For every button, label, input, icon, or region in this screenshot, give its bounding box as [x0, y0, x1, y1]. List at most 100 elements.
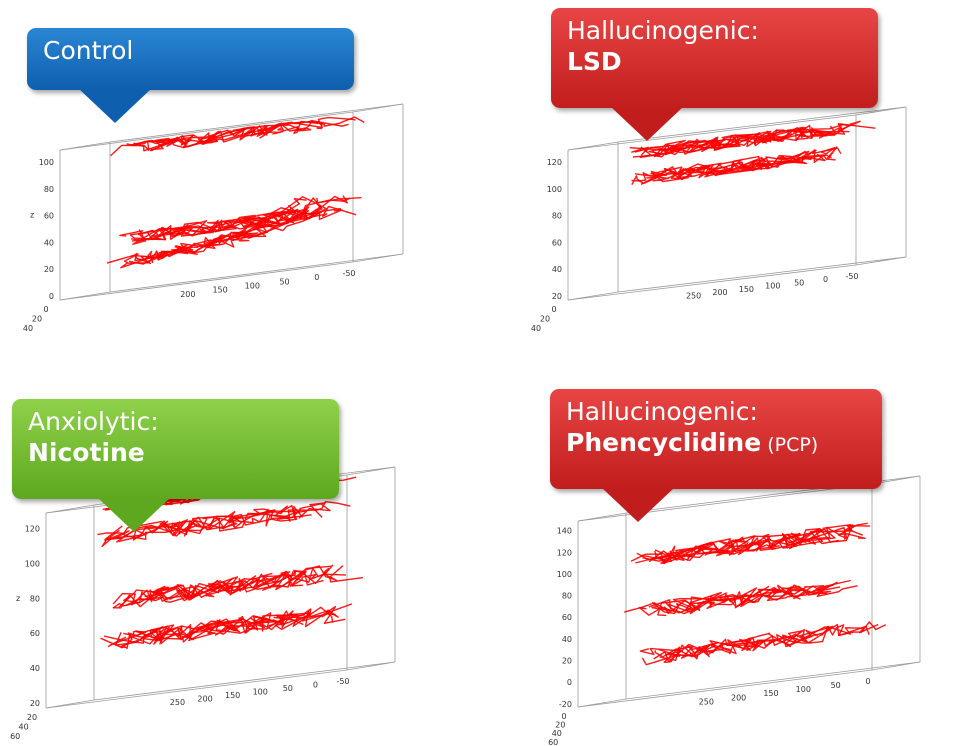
x-tick-label: 0 [313, 680, 318, 689]
x-tick-label: 0 [823, 275, 828, 284]
box-edge [59, 141, 111, 151]
box-edge [352, 103, 404, 113]
callout-drug: Phencyclidine (PCP) [566, 427, 866, 461]
z-tick-label: 120 [557, 548, 572, 557]
x-tick-label: -50 [336, 677, 349, 686]
callout-drug: Nicotine [28, 438, 145, 467]
trajectory-path [123, 565, 332, 604]
z-tick-label: 60 [44, 212, 54, 221]
box-edge [346, 466, 396, 476]
x-tick-label: -50 [845, 272, 858, 281]
box-edge [45, 669, 348, 709]
trajectory-path [654, 528, 840, 562]
x-tick-label: 100 [765, 282, 780, 291]
x-tick-label: 200 [180, 290, 195, 299]
panel-control: 0 20 40 60 80 100 z 200 150 100 50 0 -50 0 20 40 Contro… [0, 0, 478, 373]
trajectory-path [646, 150, 813, 179]
trajectory-path [123, 610, 312, 645]
callout-pointer [79, 89, 151, 123]
x-tick-label: 200 [197, 694, 212, 703]
x-tick-label: 250 [699, 697, 714, 706]
z-tick-label: 20 [30, 699, 40, 708]
z-tick-label: 0 [567, 678, 572, 687]
callout-drug-name: Phencyclidine [566, 428, 762, 457]
y-tick-label: 20 [540, 314, 550, 323]
trajectory-path [638, 584, 834, 616]
z-tick-label: 80 [44, 185, 54, 194]
box-edge [93, 661, 396, 701]
axis-box [59, 103, 404, 301]
x-tick-label: 250 [170, 698, 185, 707]
callout-pcp: Hallucinogenic: Phencyclidine (PCP) [550, 389, 882, 522]
x-tick-label: 150 [212, 286, 227, 295]
y-tick-label: 60 [10, 732, 20, 741]
z-tick-label: 100 [557, 570, 572, 579]
x-tick-label: 200 [712, 288, 727, 297]
trajectory-path [131, 206, 341, 242]
z-tick-label: 20 [44, 265, 54, 274]
trajectory-path [112, 565, 344, 609]
trajectory-path [110, 119, 349, 157]
z-tick-label: 120 [25, 525, 40, 534]
x-tick-label: 100 [245, 282, 260, 291]
trajectory-path [118, 567, 346, 608]
x-tick-label: 150 [225, 691, 240, 700]
z-tick-label: 100 [25, 559, 40, 568]
y-tick-label: 20 [27, 713, 37, 722]
x-tick-label: 50 [279, 277, 289, 286]
callout-pointer [98, 498, 170, 532]
box-edge [567, 264, 857, 301]
callout-title: Anxiolytic: [28, 407, 159, 436]
y-tick-label: 40 [552, 729, 562, 738]
trajectory-path [134, 197, 362, 265]
box-edge [109, 253, 404, 293]
z-tick-label: 0 [49, 292, 54, 301]
box-edge [617, 256, 907, 293]
trajectory-path [146, 209, 343, 241]
z-tick-label: 100 [39, 158, 54, 167]
y-tick-label: 20 [555, 721, 565, 730]
panel-lsd: 20 40 60 80 100 120 250 200 150 100 50 0 -50 0 20 40 Ha… [478, 0, 956, 373]
panel-nicotine: 20 40 60 80 100 120 z 250 200 150 100 50 0 -50 20 40 60 … [0, 373, 478, 746]
x-tick-label: 0 [314, 273, 319, 282]
box-edge [45, 699, 95, 709]
x-tick-label: 150 [739, 285, 754, 294]
y-tick-label: 60 [548, 738, 558, 746]
box-edge [59, 111, 354, 151]
trajectory-path [144, 564, 334, 603]
trajectory-path [653, 629, 818, 663]
y-tick-label: 0 [551, 305, 556, 314]
trajectory-traces [624, 522, 887, 666]
z-axis-label: z [30, 211, 34, 220]
x-tick-label: 200 [731, 693, 746, 702]
trajectory-path [630, 526, 866, 563]
x-tick-label: 150 [763, 689, 778, 698]
box-edge [871, 661, 921, 671]
z-tick-label: 80 [552, 212, 562, 221]
trajectory-path [631, 147, 842, 186]
x-tick-label: 100 [253, 687, 268, 696]
callout-nicotine: Anxiolytic: Nicotine [12, 399, 339, 532]
y-tick-label: 0 [561, 712, 566, 721]
callout-title: Hallucinogenic: [566, 397, 758, 426]
trajectory-path [103, 608, 339, 644]
z-tick-label: 20 [552, 292, 562, 301]
trajectory-path [104, 508, 290, 542]
callout-pointer [611, 107, 683, 141]
z-tick-label: -20 [559, 700, 572, 709]
z-axis-label: z [16, 594, 20, 603]
panel-pcp: -20 0 20 40 60 80 100 120 140 250 200 150 100 50 0 0 20 4… [478, 373, 956, 746]
x-tick-label: 50 [794, 278, 804, 287]
box-edge [855, 256, 907, 266]
x-tick-label: 50 [283, 684, 293, 693]
box-edge [109, 103, 404, 143]
trajectory-traces [629, 120, 876, 186]
z-tick-label: 120 [547, 158, 562, 167]
z-tick-label: 60 [552, 238, 562, 247]
z-tick-label: 40 [30, 664, 40, 673]
trajectory-traces [106, 116, 365, 269]
box-edge [59, 291, 111, 301]
y-tick-label: 0 [43, 305, 48, 314]
